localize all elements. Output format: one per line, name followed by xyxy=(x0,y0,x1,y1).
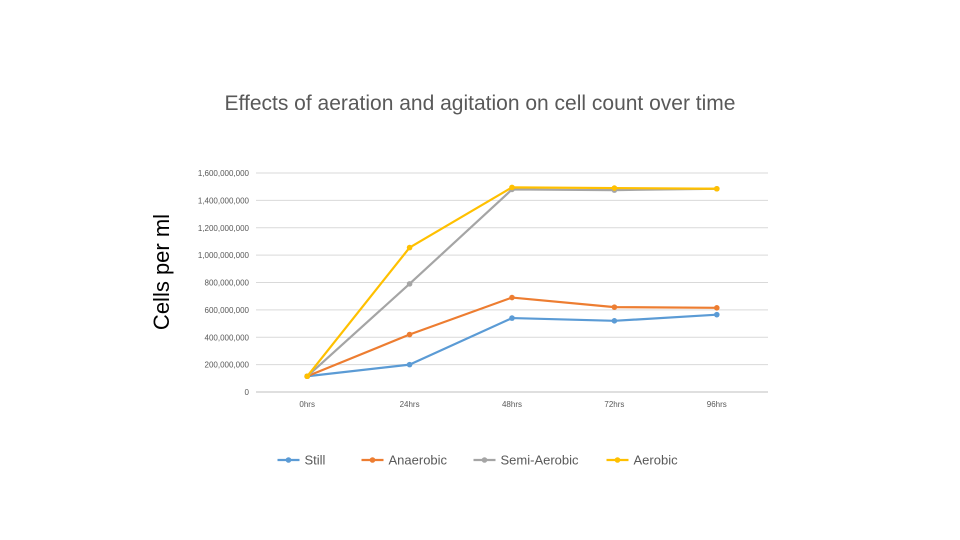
y-tick-label: 1,200,000,000 xyxy=(198,224,250,233)
y-tick-label: 400,000,000 xyxy=(205,333,250,342)
y-tick-label: 600,000,000 xyxy=(205,306,250,315)
data-point-aerobic xyxy=(509,184,515,191)
legend-label-aerobic: Aerobic xyxy=(634,453,679,468)
y-tick-label: 800,000,000 xyxy=(205,279,250,288)
x-tick-label: 0hrs xyxy=(299,400,315,409)
legend-marker-anaerobic xyxy=(369,457,376,463)
legend-marker-still xyxy=(285,457,292,463)
y-tick-label: 200,000,000 xyxy=(205,361,250,370)
data-point-anaerobic xyxy=(714,305,720,311)
x-tick-label: 96hrs xyxy=(707,400,727,409)
x-axis-ticks: 0hrs 24hrs 48hrs 72hrs 96hrs xyxy=(299,400,726,409)
y-axis-ticks: 0 200,000,000 400,000,000 600,000,000 800,00… xyxy=(198,169,250,397)
data-point-anaerobic xyxy=(406,331,413,338)
legend-label-semi-aerobic: Semi-Aerobic xyxy=(501,453,580,468)
data-point-aerobic xyxy=(611,185,618,191)
y-tick-label: 0 xyxy=(245,388,250,397)
data-point-still xyxy=(714,311,720,318)
x-tick-label: 72hrs xyxy=(604,400,624,409)
y-tick-label: 1,600,000,000 xyxy=(198,169,250,178)
series-lines xyxy=(304,184,720,380)
series-line-aerobic xyxy=(306,186,718,378)
data-point-semi-aerobic xyxy=(406,281,413,287)
legend-marker-aerobic xyxy=(614,457,621,463)
y-tick-label: 1,000,000,000 xyxy=(198,251,250,260)
data-point-anaerobic xyxy=(611,304,618,310)
data-point-aerobic xyxy=(714,185,720,192)
gridlines xyxy=(256,172,768,393)
data-point-still xyxy=(406,361,413,368)
legend-label-still: Still xyxy=(305,453,326,468)
data-point-aerobic xyxy=(406,244,413,251)
legend-label-anaerobic: Anaerobic xyxy=(389,453,448,468)
chart-title: Effects of aeration and agitation on cel… xyxy=(224,92,736,115)
data-point-aerobic xyxy=(304,373,311,380)
data-point-still xyxy=(611,318,618,324)
series-line-still xyxy=(306,313,718,378)
x-tick-label: 24hrs xyxy=(400,400,420,409)
data-point-anaerobic xyxy=(509,294,515,301)
legend-marker-semi-aerobic xyxy=(481,457,488,463)
y-tick-label: 1,400,000,000 xyxy=(198,196,250,205)
legend: Still Anaerobic Semi-Aerobic Aerobic xyxy=(277,453,679,468)
data-point-still xyxy=(509,315,515,321)
x-tick-label: 48hrs xyxy=(502,400,522,409)
